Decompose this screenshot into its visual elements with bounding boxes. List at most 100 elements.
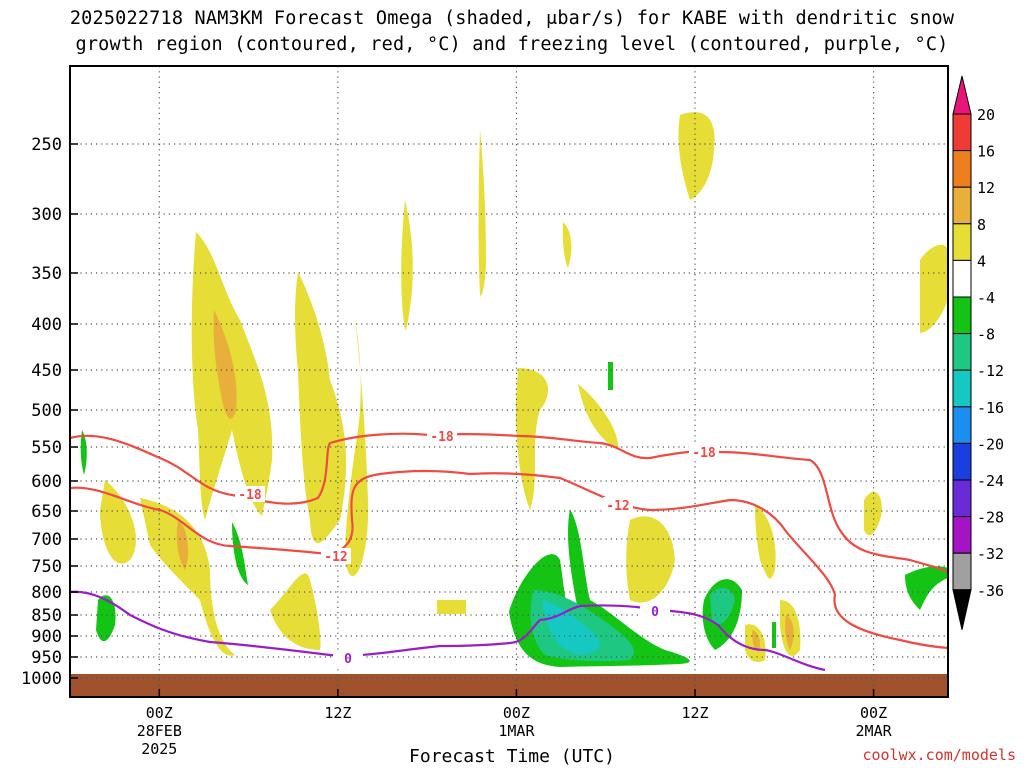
- contour-label: 0: [651, 605, 659, 620]
- contour-label-bg: [640, 603, 670, 619]
- omega-region: [295, 272, 347, 544]
- contour-label: -18: [692, 446, 716, 461]
- omega-region: [478, 130, 486, 296]
- colorbar-arrow-top: [952, 75, 972, 115]
- omega-region: [96, 595, 116, 642]
- colorbar-label: 4: [977, 252, 986, 270]
- ground-surface: [71, 674, 947, 696]
- omega-region: [401, 200, 413, 330]
- colorbar-arrow-bottom: [952, 589, 972, 630]
- colorbar-legend: 20 16 12 8 4 -4 -8 -12 -16 -20 -24 -28 -32 -36: [952, 75, 1004, 630]
- colorbar-segment: [952, 113, 972, 152]
- colorbar-label: 12: [977, 179, 995, 197]
- omega-region: [232, 522, 248, 585]
- colorbar-segment: [952, 516, 972, 554]
- x-tick-label: 00Z: [860, 704, 887, 722]
- x-tick-label: 12Z: [681, 704, 708, 722]
- contour-label: -18: [430, 430, 454, 445]
- omega-region: [100, 480, 136, 564]
- omega-region: [270, 573, 321, 650]
- contour-label: -12: [606, 499, 629, 514]
- contour-label: -18: [238, 488, 262, 503]
- x-tick-label: 2MAR: [856, 722, 893, 740]
- omega-region: [515, 368, 549, 510]
- chart-title-line-1: 2025022718 NAM3KM Forecast Omega (shaded…: [69, 8, 955, 29]
- colorbar-segment: [952, 333, 972, 371]
- contour-line: [69, 469, 949, 650]
- omega-region: [710, 588, 735, 624]
- omega-region: [905, 566, 948, 610]
- omega-region: [772, 622, 776, 648]
- x-tick-label: 1MAR: [498, 722, 535, 740]
- contour-line: [69, 590, 826, 672]
- omega-region: [678, 112, 715, 200]
- omega-region: [608, 362, 613, 390]
- colorbar-segment: [952, 223, 972, 261]
- contour-label-bg: [235, 486, 265, 502]
- credit-link[interactable]: coolwx.com/models: [862, 746, 1016, 764]
- colorbar-segment: [952, 150, 972, 188]
- colorbar-segment: [952, 259, 972, 298]
- colorbar-label: -20: [977, 435, 1004, 453]
- contour-line: [69, 432, 949, 573]
- colorbar-label: -16: [977, 399, 1004, 417]
- omega-region: [140, 498, 235, 656]
- plot-area: -18 -18 -18 -12 -12 0 0: [69, 65, 949, 698]
- x-tick-label: 00Z: [146, 704, 173, 722]
- contour-label-bg: [427, 428, 457, 444]
- contour-label-bg: [603, 497, 633, 513]
- y-tick-label: 250: [31, 135, 62, 155]
- x-tick-label: 2025: [141, 740, 177, 758]
- contour-label-bg: [321, 548, 351, 564]
- omega-region: [213, 310, 237, 419]
- colorbar-segment: [952, 296, 972, 335]
- y-tick-label: 500: [31, 401, 62, 421]
- colorbar-label: -28: [977, 509, 1004, 527]
- y-tick-label: 400: [31, 315, 62, 335]
- contour-label-bg: [333, 650, 363, 666]
- colorbar-label: -36: [977, 582, 1004, 600]
- y-tick-label: 850: [31, 606, 62, 626]
- colorbar-segment: [952, 406, 972, 444]
- omega-region: [176, 520, 189, 570]
- y-tick-label: 900: [31, 627, 62, 647]
- colorbar-label: -32: [977, 545, 1004, 563]
- contour-label-bg: [689, 444, 719, 460]
- omega-region: [752, 630, 760, 652]
- omega-region: [80, 430, 87, 475]
- y-tick-label: 950: [31, 648, 62, 668]
- colorbar-segment: [952, 186, 972, 225]
- colorbar-segment: [952, 552, 972, 591]
- omega-region: [437, 600, 466, 614]
- colorbar-label: 20: [977, 106, 995, 124]
- y-tick-label: 650: [31, 502, 62, 522]
- y-tick-label: 600: [31, 472, 62, 492]
- x-axis-title: Forecast Time (UTC): [409, 746, 615, 767]
- x-tick-label: 12Z: [324, 704, 351, 722]
- omega-region: [755, 505, 776, 579]
- y-tick-label: 550: [31, 438, 62, 458]
- x-tick-label: 28FEB: [137, 722, 182, 740]
- y-tick-label: 350: [31, 264, 62, 284]
- omega-region: [864, 491, 882, 536]
- y-tick-label: 300: [31, 205, 62, 225]
- chart-title-line-2: growth region (contoured, red, °C) and f…: [75, 34, 949, 55]
- colorbar-label: -24: [977, 472, 1004, 490]
- y-axis: 2503003504004505005506006507007508008509…: [21, 135, 78, 689]
- colorbar-label: -4: [977, 289, 995, 307]
- colorbar-label: 8: [977, 216, 986, 234]
- colorbar-label: -12: [977, 362, 1004, 380]
- y-tick-label: 750: [31, 557, 62, 577]
- y-tick-label: 450: [31, 361, 62, 381]
- colorbar-label: -8: [977, 326, 995, 344]
- omega-region: [785, 615, 794, 650]
- omega-region: [542, 600, 600, 655]
- omega-region: [920, 244, 948, 333]
- plot-frame: [69, 65, 949, 698]
- colorbar-segment: [952, 442, 972, 481]
- y-tick-label: 800: [31, 583, 62, 603]
- contour-label: 0: [344, 652, 352, 667]
- y-tick-label: 700: [31, 530, 62, 550]
